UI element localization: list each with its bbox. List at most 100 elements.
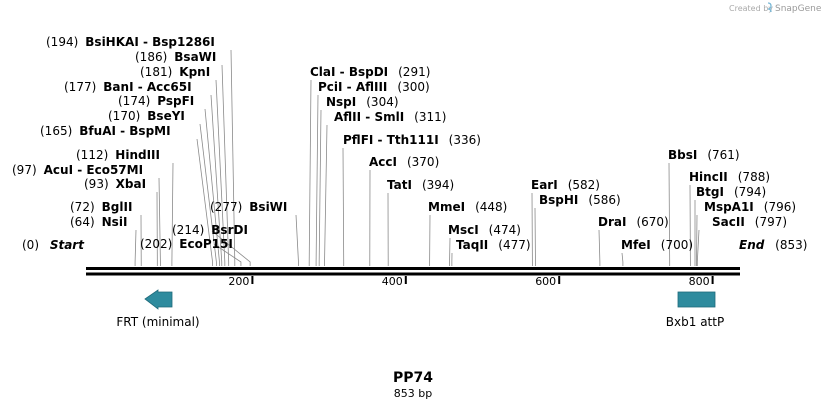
tick-label-600: 600 <box>535 275 556 288</box>
site-label-mspa1i[interactable]: MspA1I (796) <box>704 200 796 214</box>
site-name: BanI - Acc65I <box>103 80 191 94</box>
site-label-bsawi[interactable]: (186) BsaWI <box>135 50 216 64</box>
site-label-msci[interactable]: MscI (474) <box>448 223 521 237</box>
tick-mark-200 <box>251 276 254 284</box>
site-name: BsiHKAI - Bsp1286I <box>85 35 215 49</box>
frt-arrow-icon <box>144 289 173 310</box>
site-label-bsphi[interactable]: BspHI (586) <box>539 193 621 207</box>
site-position: (448) <box>475 200 507 214</box>
site-label-tati[interactable]: TatI (394) <box>387 178 454 192</box>
site-position: (64) <box>70 215 95 229</box>
site-label-bsiwi[interactable]: (277) BsiWI <box>210 200 287 214</box>
frt-feature-label: FRT (minimal) <box>116 315 199 329</box>
tick-label-400: 400 <box>382 275 403 288</box>
site-label-sacii[interactable]: SacII (797) <box>712 215 787 229</box>
site-label-pflfi-tth111i[interactable]: PflFI - Tth111I (336) <box>343 133 481 147</box>
site-position: (202) <box>140 237 172 251</box>
feature-frt-minimal[interactable]: FRT (minimal) <box>116 289 200 329</box>
site-label-pspfi[interactable]: (174) PspFI <box>118 94 194 108</box>
snapgene-brand-text: SnapGene <box>775 4 822 14</box>
site-label-acci[interactable]: AccI (370) <box>369 155 439 169</box>
site-line-aflii-smli <box>324 124 328 266</box>
site-name: BspHI <box>539 193 578 207</box>
site-name: PciI - AflIII <box>318 80 387 94</box>
site-label-nsii[interactable]: (64) NsiI <box>70 215 127 229</box>
site-position: (72) <box>70 200 95 214</box>
site-label-acui-eco57mi[interactable]: (97) AcuI - Eco57MI <box>12 163 143 177</box>
site-name: TatI <box>387 178 412 192</box>
site-line-bsihkai-bsp1286i <box>230 49 236 266</box>
site-name: MscI <box>448 223 479 237</box>
site-line-bbsi <box>668 162 671 266</box>
bxb1-box-icon <box>677 291 716 308</box>
site-label-btgi[interactable]: BtgI (794) <box>696 185 766 199</box>
site-position: (582) <box>568 178 600 192</box>
site-position: (181) <box>140 65 172 79</box>
site-position: (174) <box>118 94 150 108</box>
site-label-bfuai-bspmi[interactable]: (165) BfuAI - BspMI <box>40 124 171 138</box>
site-name: ClaI - BspDI <box>310 65 388 79</box>
site-line-mfei <box>621 252 624 266</box>
site-position: (291) <box>398 65 430 79</box>
sequence-backbone <box>86 267 740 276</box>
site-label-bbsi[interactable]: BbsI (761) <box>668 148 740 162</box>
site-label-mfei[interactable]: MfeI (700) <box>621 238 693 252</box>
snapgene-logo-icon <box>767 2 772 13</box>
site-label-bani-acc65i[interactable]: (177) BanI - Acc65I <box>64 80 192 94</box>
tick-label-800: 800 <box>689 275 710 288</box>
site-position: (165) <box>40 124 72 138</box>
site-line-clai-bspdi <box>308 79 312 266</box>
site-line-pcii-afliii <box>315 94 319 266</box>
site-name: MspA1I <box>704 200 754 214</box>
site-name: DraI <box>598 215 626 229</box>
site-label-drai[interactable]: DraI (670) <box>598 215 669 229</box>
site-label-ecop15i[interactable]: (202) EcoP15I <box>140 237 233 251</box>
site-label-pcii-afliii[interactable]: PciI - AflIII (300) <box>318 80 430 94</box>
end-label: End (853) <box>739 238 807 252</box>
site-position: (214) <box>172 223 204 237</box>
site-position: (93) <box>84 177 109 191</box>
site-position: (794) <box>734 185 766 199</box>
site-line-hindiii <box>171 162 174 266</box>
site-name: HindIII <box>115 148 160 162</box>
site-position: (194) <box>46 35 78 49</box>
site-label-mmei[interactable]: MmeI (448) <box>428 200 507 214</box>
site-label-bsihkai-bsp1286i[interactable]: (194) BsiHKAI - Bsp1286I <box>46 35 215 49</box>
site-label-hindiii[interactable]: (112) HindIII <box>76 148 160 162</box>
site-position: (112) <box>76 148 108 162</box>
start-label: (0) Start <box>22 238 85 252</box>
site-position: (796) <box>764 200 796 214</box>
site-name: KpnI <box>179 65 210 79</box>
site-position: (797) <box>755 215 787 229</box>
site-label-taqii[interactable]: TaqII (477) <box>456 238 531 252</box>
site-label-bsrdi[interactable]: (214) BsrDI <box>172 223 248 237</box>
site-name: AflII - SmlI <box>334 110 404 124</box>
site-label-eari[interactable]: EarI (582) <box>531 178 600 192</box>
site-name: BsaWI <box>174 50 216 64</box>
site-position: (311) <box>414 110 446 124</box>
site-name: HincII <box>689 170 728 184</box>
site-name: NspI <box>326 95 356 109</box>
site-name: EcoP15I <box>179 237 233 251</box>
site-label-clai-bspdi[interactable]: ClaI - BspDI (291) <box>310 65 430 79</box>
site-line-ecop15i <box>213 243 242 266</box>
site-label-aflii-smli[interactable]: AflII - SmlI (311) <box>334 110 446 124</box>
site-label-nspi[interactable]: NspI (304) <box>326 95 399 109</box>
site-name: TaqII <box>456 238 488 252</box>
site-line-bfuai-bspmi <box>196 138 213 266</box>
site-label-kpni[interactable]: (181) KpnI <box>140 65 210 79</box>
site-position: (761) <box>707 148 739 162</box>
site-label-hincii[interactable]: HincII (788) <box>689 170 770 184</box>
tick-mark-600 <box>558 276 561 284</box>
site-name: MmeI <box>428 200 465 214</box>
feature-bxb1-attp[interactable]: Bxb1 attP <box>666 291 724 329</box>
site-label-bglii[interactable]: (72) BglII <box>70 200 132 214</box>
site-name: AccI <box>369 155 397 169</box>
site-line-bsrdi <box>211 230 251 266</box>
site-label-xbai[interactable]: (93) XbaI <box>84 177 146 191</box>
site-label-bseyi[interactable]: (170) BseYI <box>108 109 185 123</box>
site-line-bseyi <box>199 123 217 266</box>
site-position: (97) <box>12 163 37 177</box>
site-position: (394) <box>422 178 454 192</box>
